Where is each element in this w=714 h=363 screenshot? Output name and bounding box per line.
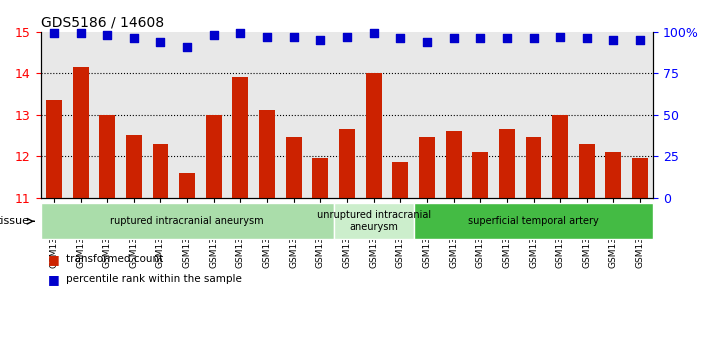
Bar: [605, 152, 621, 198]
Bar: [46, 100, 62, 198]
Text: unruptured intracranial
aneurysm: unruptured intracranial aneurysm: [316, 211, 431, 232]
Point: [101, 32, 113, 38]
Text: tissue: tissue: [0, 216, 30, 226]
Bar: [126, 135, 142, 198]
Point: [208, 32, 219, 38]
Point: [581, 35, 593, 41]
Bar: [419, 138, 435, 198]
Point: [315, 37, 326, 43]
Bar: [233, 77, 248, 198]
Point: [341, 34, 353, 40]
Bar: [446, 131, 461, 198]
Bar: [259, 110, 275, 198]
Point: [448, 35, 459, 41]
Bar: [526, 138, 541, 198]
Point: [128, 35, 139, 41]
Point: [395, 35, 406, 41]
Text: ■: ■: [48, 273, 59, 286]
Bar: [99, 115, 115, 198]
Point: [475, 35, 486, 41]
Bar: [179, 173, 195, 198]
Text: ruptured intracranial aneurysm: ruptured intracranial aneurysm: [111, 216, 264, 226]
Text: percentile rank within the sample: percentile rank within the sample: [66, 274, 241, 284]
Text: transformed count: transformed count: [66, 254, 163, 264]
Bar: [366, 73, 382, 198]
Bar: [286, 138, 302, 198]
Text: ■: ■: [48, 253, 59, 266]
Point: [288, 34, 299, 40]
Bar: [206, 115, 222, 198]
Bar: [632, 158, 648, 198]
Point: [49, 30, 60, 36]
Text: superficial temporal artery: superficial temporal artery: [468, 216, 599, 226]
Point: [555, 34, 566, 40]
Text: GDS5186 / 14608: GDS5186 / 14608: [41, 15, 164, 29]
Point: [634, 37, 645, 43]
Point: [528, 35, 539, 41]
Bar: [472, 152, 488, 198]
Point: [75, 30, 86, 36]
Point: [501, 35, 513, 41]
Point: [368, 30, 379, 36]
Point: [608, 37, 619, 43]
Bar: [552, 115, 568, 198]
Bar: [392, 162, 408, 198]
Point: [155, 38, 166, 44]
Bar: [312, 158, 328, 198]
Point: [181, 44, 193, 49]
Point: [421, 38, 433, 44]
Bar: [499, 129, 515, 198]
Point: [235, 30, 246, 36]
Bar: [339, 129, 355, 198]
Point: [261, 34, 273, 40]
Bar: [579, 144, 595, 198]
Bar: [153, 144, 169, 198]
Bar: [73, 67, 89, 198]
